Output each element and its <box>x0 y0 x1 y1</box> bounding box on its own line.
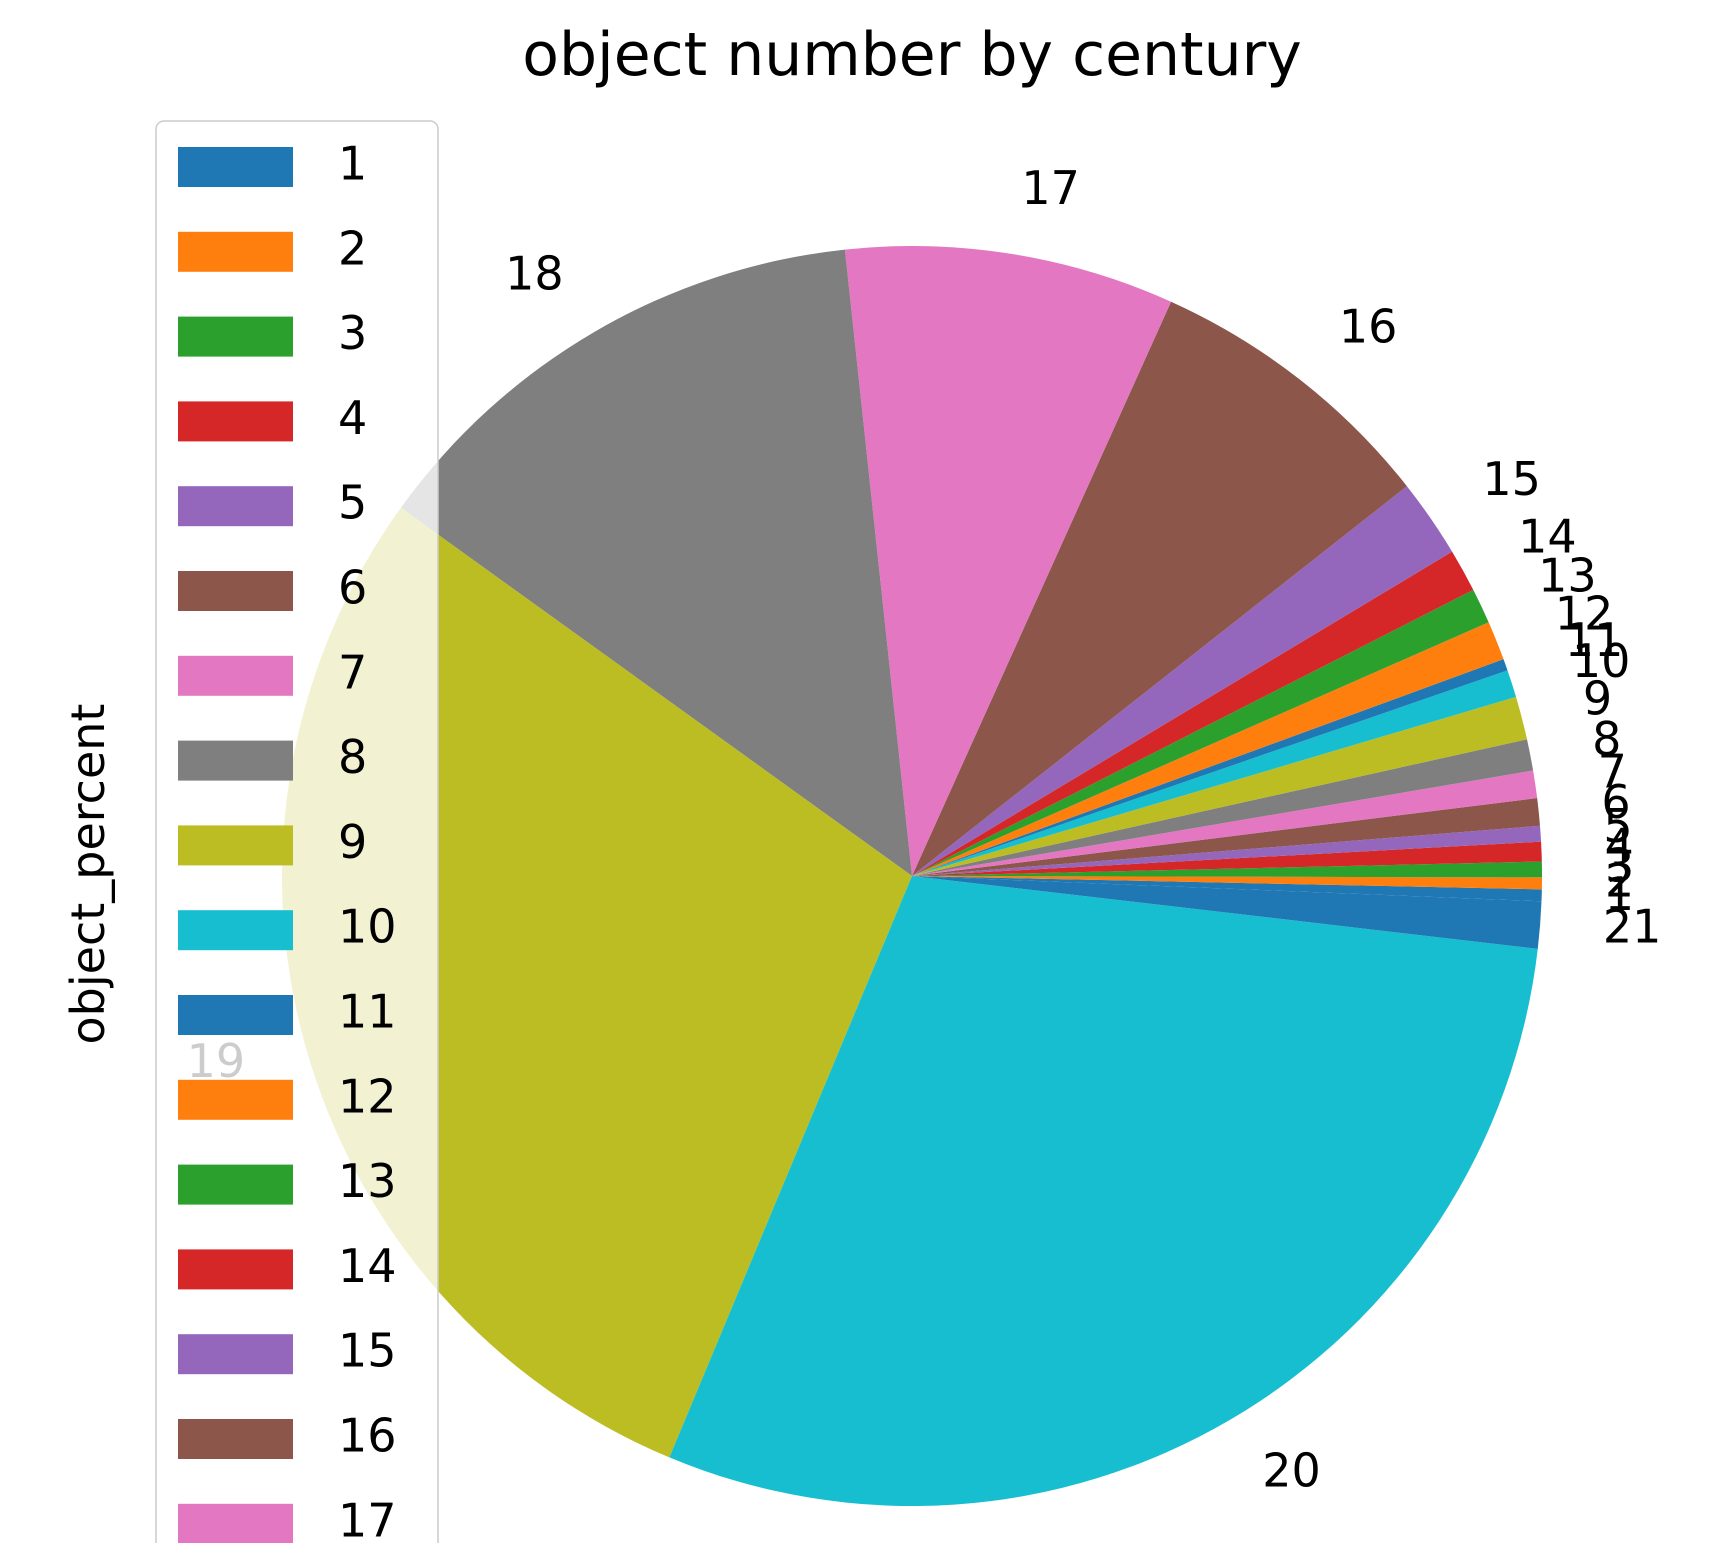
slice-label-4: 4 <box>1605 819 1634 873</box>
legend-label-7: 7 <box>338 645 367 699</box>
legend-swatch-16 <box>178 1419 293 1459</box>
slice-label-1: 1 <box>1605 867 1634 921</box>
pie-slice-2 <box>912 876 1542 890</box>
legend-swatch-1 <box>178 147 293 187</box>
legend-label-1: 1 <box>338 137 367 191</box>
legend-label-12: 12 <box>338 1069 397 1123</box>
slice-label-7: 7 <box>1598 745 1627 799</box>
pie-slice-4 <box>912 841 1542 876</box>
pie-slice-19 <box>282 507 912 1458</box>
legend-label-3: 3 <box>338 306 367 360</box>
pie-slice-18 <box>400 249 912 877</box>
pie-slice-16 <box>912 301 1407 877</box>
legend-swatch-13 <box>178 1164 293 1205</box>
legend-swatch-3 <box>178 316 293 357</box>
pie-slice-12 <box>912 622 1504 876</box>
pie-slice-3 <box>912 861 1542 878</box>
slice-label-5: 5 <box>1603 799 1632 853</box>
legend-swatch-17 <box>178 1503 293 1544</box>
legend-label-2: 2 <box>338 221 367 275</box>
slice-label-6: 6 <box>1601 775 1630 829</box>
pie-slice-11 <box>912 659 1508 876</box>
slice-label-9: 9 <box>1583 672 1612 726</box>
slice-label-10: 10 <box>1572 634 1631 688</box>
legend-label-15: 15 <box>338 1324 397 1378</box>
slice-label-17: 17 <box>1021 161 1080 215</box>
legend-swatch-7 <box>178 655 293 696</box>
legend-label-5: 5 <box>338 476 367 530</box>
slice-label-15: 15 <box>1482 452 1541 506</box>
legend-swatch-8 <box>178 740 293 781</box>
legend-label-11: 11 <box>338 985 397 1039</box>
pie-slice-8 <box>912 739 1534 876</box>
legend-swatch-2 <box>178 231 293 272</box>
legend-swatch-9 <box>178 825 293 866</box>
legend-label-6: 6 <box>338 561 367 615</box>
pie-slice-9 <box>912 696 1527 876</box>
pie-slice-13 <box>912 589 1489 876</box>
pie-slice-7 <box>912 770 1538 876</box>
legend-swatch-5 <box>178 486 293 527</box>
slice-label-16: 16 <box>1339 300 1398 354</box>
pie-slice-17 <box>844 246 1172 876</box>
pie-slice-5 <box>912 825 1542 876</box>
legend-swatch-14 <box>178 1249 293 1290</box>
legend-label-9: 9 <box>338 815 367 869</box>
legend-swatch-11 <box>178 995 293 1035</box>
legend-label-4: 4 <box>338 391 367 445</box>
y-axis-label: object_percent <box>61 704 115 1045</box>
slice-label-21: 21 <box>1603 900 1662 954</box>
pie-slice-21 <box>912 876 1542 949</box>
pie-slice-20 <box>669 876 1538 1506</box>
slice-label-8: 8 <box>1592 712 1621 766</box>
pie-slice-1 <box>912 876 1542 902</box>
pie-slice-15 <box>912 486 1453 876</box>
legend-label-17: 17 <box>338 1493 397 1543</box>
slice-label-20: 20 <box>1262 1444 1321 1498</box>
legend-label-14: 14 <box>338 1239 397 1293</box>
pie-slice-labels: 123456789101112131415161718192021 <box>187 161 1662 1497</box>
legend-swatch-6 <box>178 571 293 611</box>
pie-slice-14 <box>912 551 1474 876</box>
slice-label-18: 18 <box>505 246 564 300</box>
slice-label-11: 11 <box>1565 613 1624 667</box>
slice-label-13: 13 <box>1538 549 1597 603</box>
legend-label-8: 8 <box>338 730 367 784</box>
pie-slice-6 <box>912 798 1540 876</box>
legend-swatch-4 <box>178 401 293 442</box>
legend-label-10: 10 <box>338 900 397 954</box>
chart-title: object number by century <box>522 20 1302 90</box>
legend-swatch-12 <box>178 1079 293 1120</box>
slice-label-2: 2 <box>1605 854 1634 908</box>
pie-slices <box>282 246 1542 1506</box>
legend-label-13: 13 <box>338 1154 397 1208</box>
legend-swatch-10 <box>178 910 293 951</box>
slice-label-12: 12 <box>1555 587 1614 641</box>
legend-swatch-15 <box>178 1334 293 1375</box>
legend-label-16: 16 <box>338 1409 397 1463</box>
slice-label-3: 3 <box>1605 838 1634 892</box>
slice-label-14: 14 <box>1518 510 1577 564</box>
pie-slice-10 <box>912 670 1517 876</box>
